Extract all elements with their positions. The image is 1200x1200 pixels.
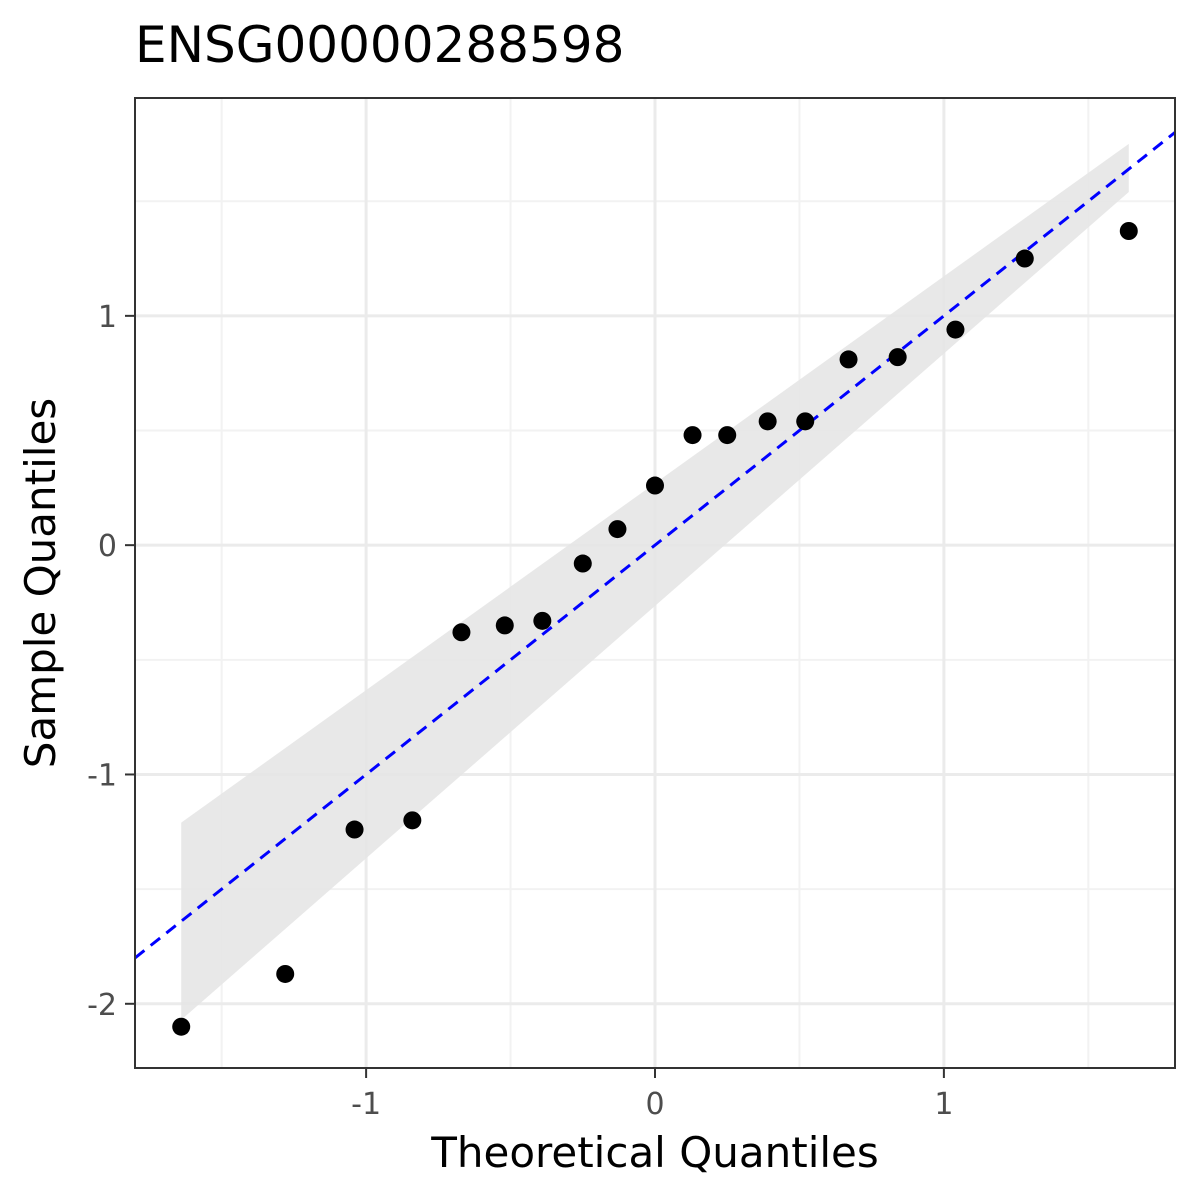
data-point bbox=[1015, 249, 1034, 268]
x-axis: -1 0 1 bbox=[351, 1068, 953, 1122]
x-tick-label: -1 bbox=[351, 1087, 381, 1122]
data-point bbox=[839, 350, 858, 369]
data-point bbox=[646, 476, 664, 495]
points-layer bbox=[172, 222, 1138, 1036]
x-tick-label: 1 bbox=[934, 1087, 953, 1122]
y-axis-label: Sample Quantiles bbox=[16, 398, 65, 768]
data-point bbox=[533, 611, 552, 630]
data-point bbox=[946, 320, 965, 339]
y-axis: -2 -1 0 1 bbox=[87, 300, 135, 1023]
data-point bbox=[573, 554, 592, 573]
x-axis-label: Theoretical Quantiles bbox=[430, 1128, 879, 1177]
data-point bbox=[172, 1017, 191, 1036]
reference-line-layer bbox=[134, 131, 1176, 960]
data-point bbox=[403, 811, 422, 830]
data-point bbox=[758, 412, 777, 431]
data-point bbox=[495, 616, 514, 635]
data-point bbox=[345, 820, 364, 839]
y-tick-label: 0 bbox=[98, 529, 117, 564]
chart-title: ENSG00000288598 bbox=[135, 16, 624, 74]
reference-line bbox=[134, 131, 1176, 960]
data-point bbox=[796, 412, 815, 431]
data-point bbox=[276, 964, 295, 983]
x-tick-label: 0 bbox=[645, 1087, 664, 1122]
y-tick-label: -2 bbox=[87, 988, 117, 1023]
data-point bbox=[608, 520, 627, 539]
data-point bbox=[1119, 222, 1138, 241]
data-point bbox=[888, 348, 907, 367]
data-point bbox=[683, 426, 702, 445]
y-tick-label: -1 bbox=[87, 758, 117, 793]
data-point bbox=[452, 623, 471, 642]
y-tick-label: 1 bbox=[98, 300, 117, 335]
data-point bbox=[718, 426, 737, 445]
